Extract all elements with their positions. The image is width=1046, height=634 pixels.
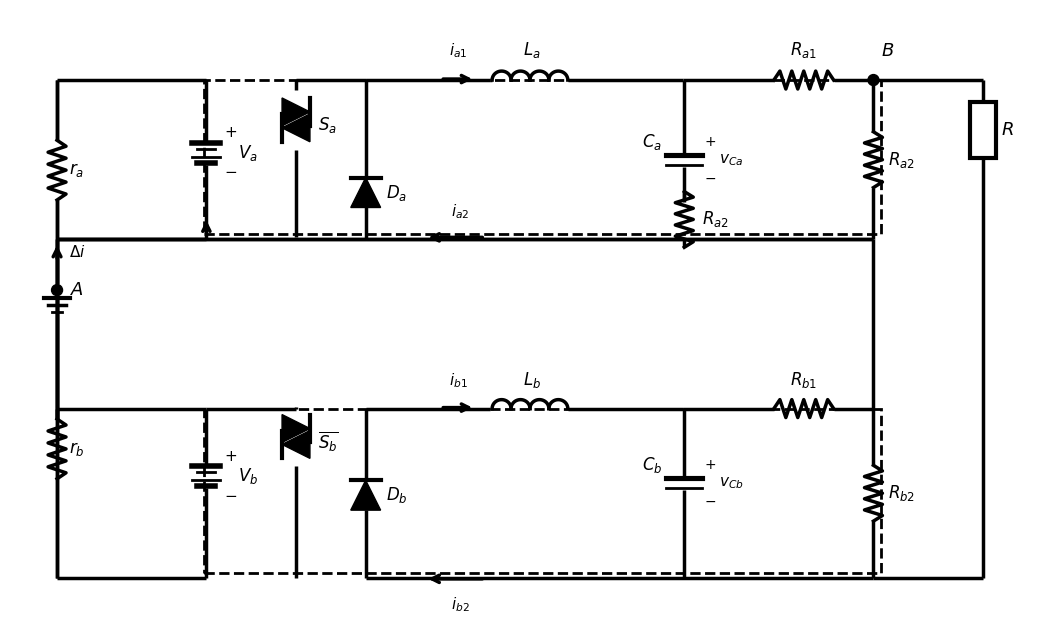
Text: $C_b$: $C_b$ [642,455,662,476]
Text: $D_b$: $D_b$ [386,485,407,505]
Text: $B$: $B$ [882,42,894,60]
Text: $L_a$: $L_a$ [523,40,541,60]
Polygon shape [282,98,310,126]
Text: $R_{b1}$: $R_{b1}$ [790,370,817,390]
Text: $i_{b1}$: $i_{b1}$ [449,371,468,390]
Text: $C_a$: $C_a$ [642,132,662,152]
Circle shape [51,285,63,295]
Text: $R_{b2}$: $R_{b2}$ [888,483,915,503]
Circle shape [868,75,879,86]
Text: $-$: $-$ [704,494,717,508]
Text: $\overline{S_b}$: $\overline{S_b}$ [318,429,338,453]
Text: $i_{a1}$: $i_{a1}$ [449,41,468,60]
Polygon shape [350,481,381,510]
Polygon shape [282,430,310,458]
Text: $i_{b2}$: $i_{b2}$ [451,596,470,614]
Text: $R$: $R$ [1001,121,1014,139]
Text: $v_{Ca}$: $v_{Ca}$ [720,152,744,167]
Text: $\Delta i$: $\Delta i$ [69,244,86,261]
Text: $+$: $+$ [704,135,717,149]
Text: $V_b$: $V_b$ [238,466,258,486]
Text: $+$: $+$ [224,449,237,464]
Text: $R_{a2}$: $R_{a2}$ [702,209,729,230]
Bar [204,80,882,235]
Text: $+$: $+$ [224,126,237,140]
Text: $D_a$: $D_a$ [386,183,407,202]
Text: $-$: $-$ [224,487,237,501]
Text: $S_a$: $S_a$ [318,115,337,135]
Bar [970,102,996,158]
Text: $i_{a2}$: $i_{a2}$ [451,203,470,221]
Text: $V_a$: $V_a$ [238,143,258,163]
Text: $A$: $A$ [70,281,84,299]
Text: $R_{a1}$: $R_{a1}$ [790,40,817,60]
Text: $-$: $-$ [704,171,717,184]
Text: $-$: $-$ [224,163,237,178]
Polygon shape [350,178,381,207]
Text: $v_{Cb}$: $v_{Cb}$ [720,476,744,491]
Text: $r_b$: $r_b$ [69,440,85,458]
Text: $R_{a2}$: $R_{a2}$ [888,150,915,170]
Text: $L_b$: $L_b$ [523,370,541,390]
Text: $r_a$: $r_a$ [69,161,84,179]
Text: $+$: $+$ [704,458,717,472]
Bar [204,408,882,573]
Polygon shape [282,415,310,443]
Polygon shape [282,114,310,142]
